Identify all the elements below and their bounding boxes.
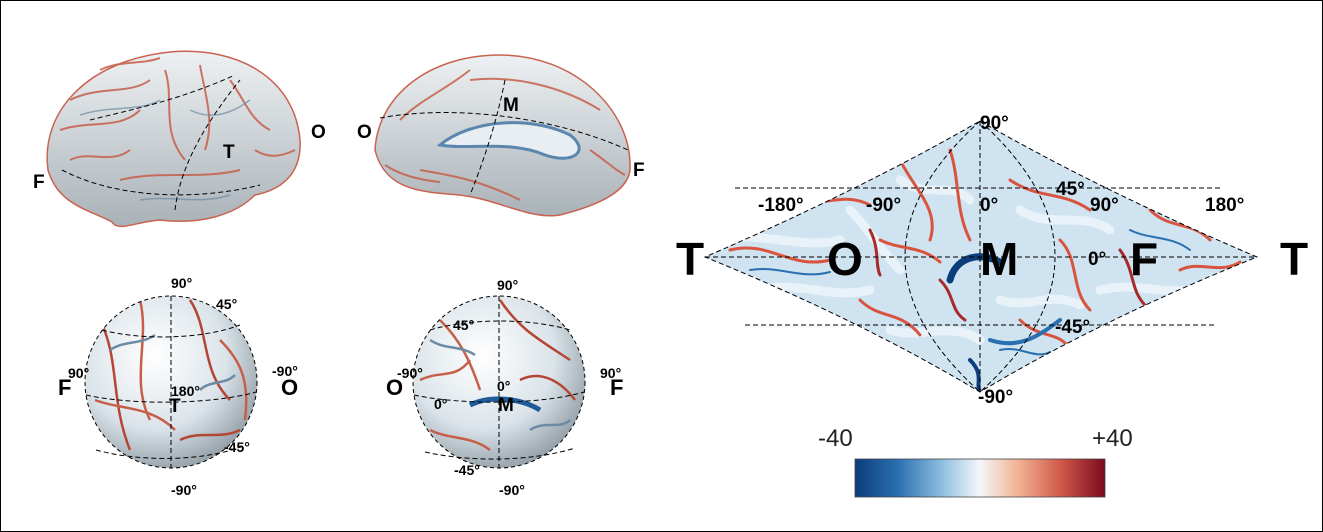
sphere-lateral: [84, 295, 258, 469]
sphere-medial-label-medial: M: [498, 395, 514, 416]
sphere-lateral-lat-45: 45°: [216, 296, 238, 312]
sphere-medial-lat-45: 45°: [453, 317, 475, 333]
map-region-f: F: [1130, 233, 1159, 285]
colorbar-max-label: +40: [1092, 425, 1133, 452]
brain-medial-view: [374, 54, 631, 217]
map-lat-45: 45°: [1056, 179, 1085, 200]
colorbar-min-label: -40: [818, 425, 853, 452]
sphere-lateral-lon-m90: -90°: [272, 363, 298, 379]
sphere-medial-lon-90: 90°: [600, 365, 622, 381]
sphere-medial-label-front: F: [610, 375, 624, 400]
map-lat-90: 90°: [980, 113, 1009, 134]
sphere-lateral-label-front: F: [58, 375, 72, 400]
brain-lateral-label-front: F: [33, 172, 45, 193]
brain-medial-label-front: F: [633, 160, 645, 181]
map-region-o: O: [827, 233, 863, 285]
sphere-medial-lat-m90: -90°: [499, 482, 525, 498]
colorbar-scale: [854, 458, 1106, 498]
sphere-medial-zero-small: 0°: [497, 378, 511, 394]
colorbar: [854, 458, 1106, 498]
map-region-left-t: T: [676, 233, 705, 285]
map-lat-m45: -45°: [1055, 317, 1091, 338]
sphere-lateral-label-occipital: O: [281, 375, 299, 400]
map-lat-m90: -90°: [978, 387, 1014, 408]
sphere-medial-lon-m90: -90°: [397, 365, 423, 381]
sphere-lateral-label-temporal: T: [169, 396, 181, 417]
sphere-lateral-lon-90: 90°: [68, 365, 90, 381]
brain-medial-label-occipital: O: [357, 122, 372, 143]
map-lat-0: 0°: [1088, 249, 1107, 270]
map-lon-m180: -180°: [758, 195, 804, 216]
sphere-lateral-lon-180: 180°: [171, 383, 200, 399]
sphere-medial-lon-0: 0°: [434, 396, 448, 412]
brain-lateral-label-occipital: O: [311, 122, 326, 143]
map-lon-90: 90°: [1090, 195, 1119, 216]
sphere-medial-lat-90: 90°: [497, 277, 519, 293]
map-region-m: M: [980, 233, 1019, 285]
map-lon-0: 0°: [980, 195, 999, 216]
brain-medial-label-medial: M: [503, 95, 519, 116]
sphere-medial: [412, 295, 586, 469]
sphere-medial-label-occipital: O: [386, 375, 404, 400]
sphere-lateral-lat-90: 90°: [171, 275, 193, 291]
map-region-right-t: T: [1280, 233, 1309, 285]
brain-lateral-view: [46, 50, 301, 228]
sphere-lateral-lat-m45: -45°: [224, 439, 250, 455]
brain-lateral-label-temporal: T: [223, 142, 235, 163]
map-lon-m90: -90°: [866, 195, 902, 216]
sphere-medial-lat-m45: -45°: [454, 462, 480, 478]
map-lon-180: 180°: [1205, 195, 1245, 216]
sphere-lateral-lat-m90: -90°: [171, 482, 197, 498]
